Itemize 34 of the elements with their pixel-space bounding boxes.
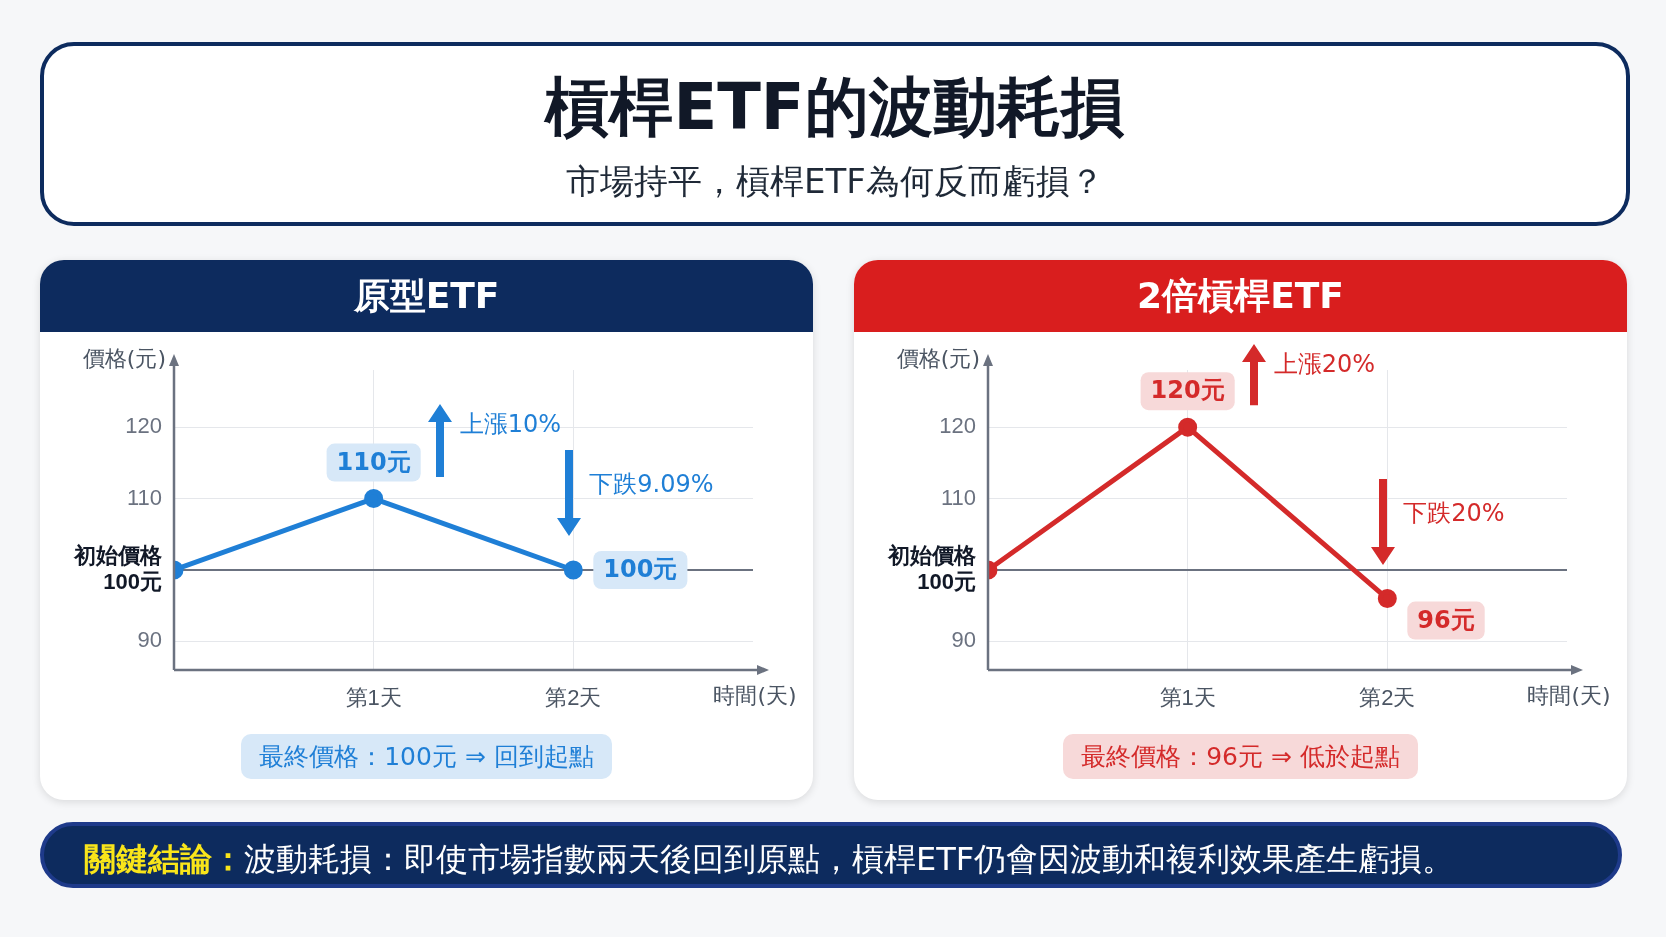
x-tick-label: 第2天 (1359, 685, 1416, 711)
y-axis-title: 價格(元) (896, 345, 980, 371)
y-tick-label: 初始價格 100元 (887, 542, 977, 595)
text: 關鍵結論： (84, 840, 244, 878)
x-axis-title: 時間(天) (1527, 682, 1611, 708)
y-tick-label: 120 (939, 413, 976, 439)
text: 市場持平，槓桿ETF為何反而虧損？ (565, 160, 1105, 203)
x-tick-label: 第1天 (345, 685, 402, 711)
chart-title: 2倍槓桿ETF (854, 260, 1627, 332)
y-tick-label: 90 (137, 627, 162, 653)
point (1377, 589, 1397, 609)
y-tick-label: 初始價格 100元 (73, 542, 163, 595)
annotation: 110元 (336, 447, 411, 476)
point (1178, 417, 1198, 437)
text: 槓桿ETF的波動耗損 (543, 69, 1126, 146)
text: 波動耗損：即使市場指數兩天後回到原點，槓桿ETF仍會因波動和複利效果產生虧損。 (244, 840, 1455, 878)
text: 最終價格：96元 ⇒ 低於起點 (1063, 734, 1418, 779)
y-tick-label: 110 (126, 484, 162, 510)
annotation: 下跌20% (1403, 498, 1505, 527)
text: 最終價格：100元 ⇒ 回到起點 (241, 734, 612, 779)
y-tick-label: 110 (940, 484, 976, 510)
annotation: 上漲10% (459, 409, 561, 438)
x-axis-title: 時間(天) (713, 682, 797, 708)
y-tick-label: 90 (951, 627, 976, 653)
chart-title: 原型ETF (40, 260, 813, 332)
annotation: 96元 (1417, 605, 1475, 634)
annotation: 下跌9.09% (589, 470, 714, 499)
y-axis-title: 價格(元) (82, 345, 166, 371)
annotation: 120元 (1150, 376, 1225, 405)
annotation: 上漲20% (1273, 350, 1375, 379)
annotation: 100元 (603, 555, 678, 584)
y-tick-label: 120 (125, 413, 162, 439)
x-tick-label: 第1天 (1159, 685, 1216, 711)
x-tick-label: 第2天 (545, 685, 602, 711)
